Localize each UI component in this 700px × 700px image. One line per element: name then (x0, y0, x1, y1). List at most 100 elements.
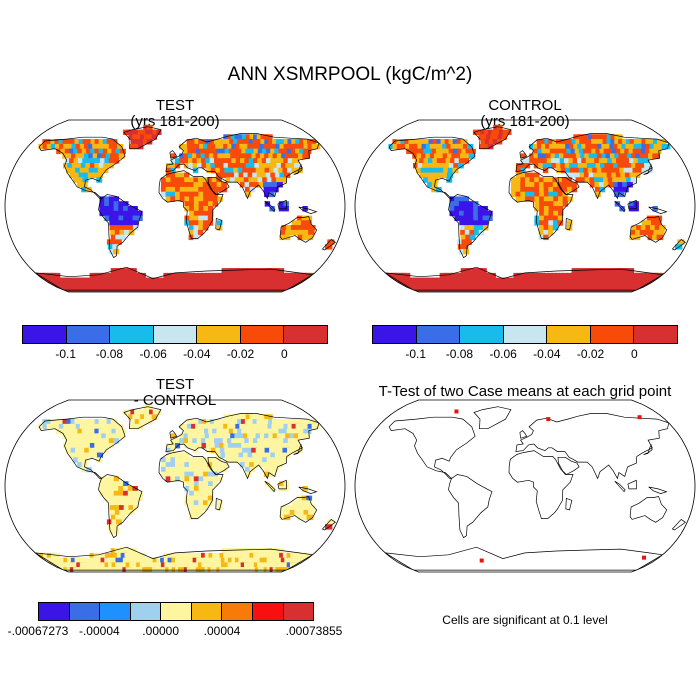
grid-cell (575, 268, 582, 274)
coastline-southamerica (98, 194, 143, 259)
grid-cell (506, 129, 512, 135)
grid-cell (197, 229, 204, 236)
grid-cell (145, 557, 151, 564)
grid-cell (556, 277, 563, 284)
grid-cell (143, 124, 150, 131)
grid-cell (597, 153, 604, 159)
grid-cell (629, 143, 638, 150)
grid-cell (220, 557, 228, 564)
grid-cell (270, 158, 277, 164)
grid-cell (444, 163, 451, 169)
grid-cell (538, 225, 545, 231)
grid-cell (74, 452, 81, 458)
grid-cell (231, 143, 238, 150)
grid-cell (454, 196, 460, 202)
grid-cell (69, 452, 76, 458)
grid-cell (274, 158, 282, 164)
grid-cell (263, 163, 270, 169)
grid-cell (534, 177, 540, 183)
grid-cell (583, 268, 590, 274)
grid-cell (507, 282, 513, 288)
grid-cell (419, 172, 426, 178)
grid-cell (170, 476, 176, 482)
grid-cell (114, 509, 121, 516)
grid-cell (55, 423, 64, 430)
grid-cell (585, 158, 592, 164)
grid-cell (160, 186, 167, 193)
grid-cell (548, 139, 554, 145)
grid-cell (439, 163, 447, 169)
grid-cell (216, 182, 223, 188)
grid-cell (197, 457, 204, 463)
grid-cell (571, 153, 578, 159)
grid-cell (521, 272, 526, 279)
grid-cell (204, 428, 210, 435)
grid-cell (104, 476, 110, 482)
grid-cell (242, 433, 250, 439)
grid-cell (110, 419, 118, 425)
grid-cell (613, 163, 620, 169)
grid-cell (234, 433, 241, 439)
colorbar-swatch (110, 326, 154, 343)
colorbar-swatch (252, 603, 284, 620)
grid-cell (486, 134, 493, 140)
grid-cell (244, 268, 252, 274)
grid-cell (203, 557, 210, 564)
grid-cell (211, 457, 218, 463)
test-panel-title: TEST (yrs 181-200) (75, 98, 275, 130)
grid-cell (583, 139, 590, 145)
grid-cell (75, 167, 82, 174)
grid-cell (104, 490, 110, 497)
grid-cell (183, 443, 189, 449)
grid-cell (490, 134, 496, 140)
grid-cell (132, 215, 139, 221)
grid-cell (170, 452, 176, 458)
grid-cell (201, 158, 207, 164)
grid-cell (193, 505, 199, 511)
grid-cell (441, 158, 448, 164)
grid-cell (224, 428, 231, 435)
grid-cell (124, 229, 130, 236)
grid-cell (646, 167, 653, 174)
grid-cell (653, 148, 662, 155)
grid-cell (472, 129, 480, 135)
grid-cell (614, 191, 620, 198)
grid-cell (210, 277, 217, 284)
grid-cell (160, 466, 167, 473)
grid-cell (562, 186, 568, 193)
grid-cell (165, 471, 171, 478)
grid-cell (104, 486, 110, 492)
grid-cell (574, 172, 581, 178)
grid-cell (193, 486, 200, 492)
grid-cell (227, 143, 234, 150)
grid-cell (97, 552, 105, 559)
coastline-africa (508, 170, 574, 239)
grid-cell (553, 201, 559, 207)
grid-cell (171, 567, 176, 572)
grid-cell (498, 287, 505, 292)
grid-cell (258, 462, 265, 468)
grid-cell (187, 433, 193, 439)
grid-cell (290, 505, 297, 511)
grid-cell (563, 277, 571, 284)
grid-cell (171, 272, 176, 279)
grid-cell (606, 139, 614, 145)
grid-cell (69, 172, 76, 178)
grid-cell (252, 268, 260, 274)
grid-cell (626, 153, 634, 159)
grid-cell (302, 514, 309, 521)
grid-cell (155, 287, 161, 292)
grid-cell (542, 163, 548, 169)
grid-cell (241, 414, 250, 420)
grid-cell (189, 500, 195, 506)
coastline-antarctica (385, 546, 664, 571)
coastline-uk (169, 150, 178, 159)
grid-cell (637, 158, 645, 164)
grid-cell (482, 210, 488, 217)
grid-cell (573, 272, 580, 279)
grid-cell (520, 186, 526, 193)
grid-cell (143, 562, 150, 568)
grid-cell (115, 277, 123, 284)
grid-cell (602, 172, 609, 178)
grid-cell (146, 139, 153, 145)
